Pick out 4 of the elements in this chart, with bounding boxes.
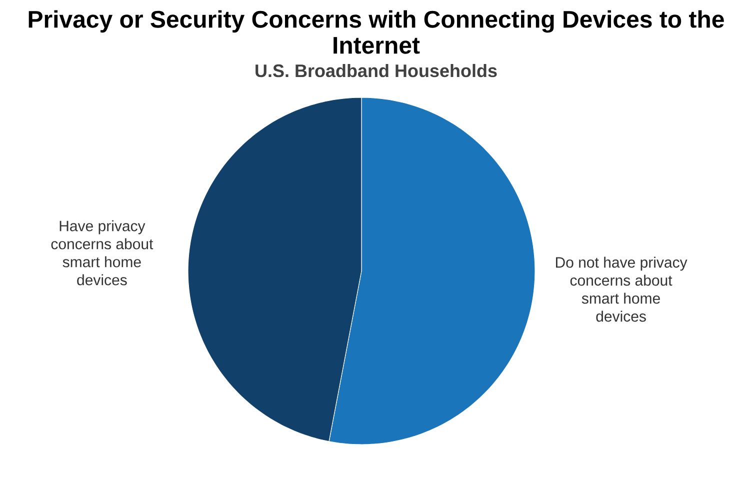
slice-label: Have privacy concerns about smart home devices <box>51 220 154 286</box>
chart-subtitle: U.S. Broadband Households <box>256 64 497 78</box>
chart-title: Privacy or Security Concerns with Connecting Devices to the Internet <box>28 10 724 54</box>
slice-label: Do not have privacy concerns about smart home devices <box>556 256 688 322</box>
